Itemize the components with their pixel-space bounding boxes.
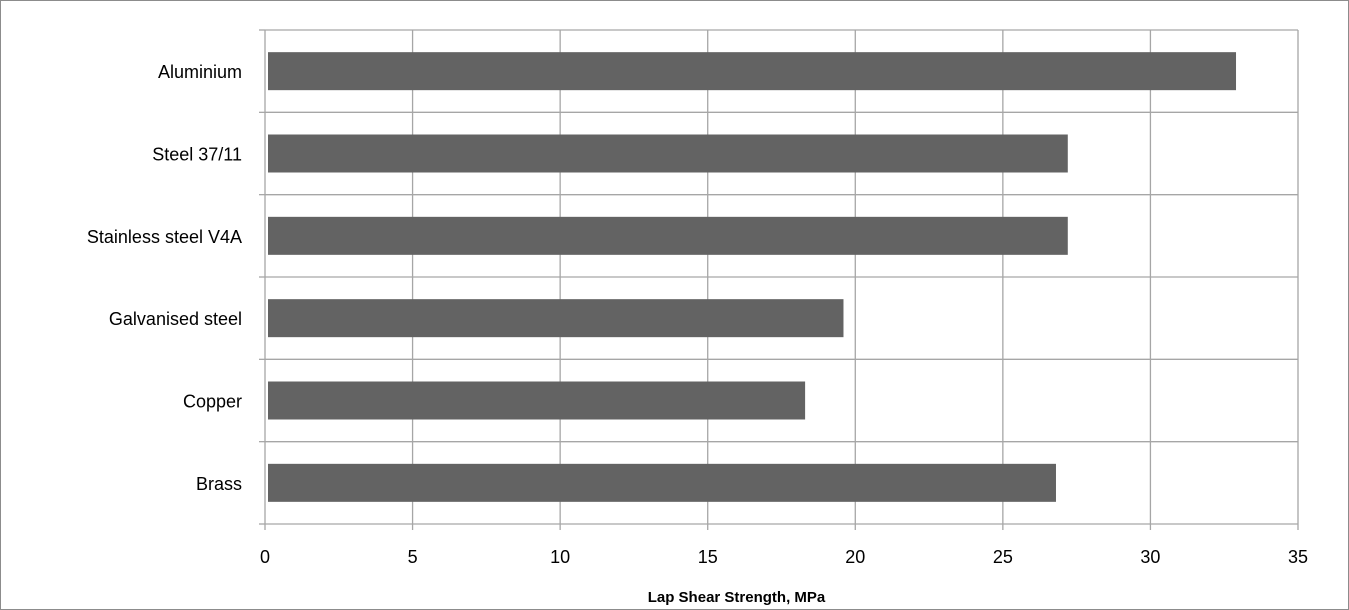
bar-galvanised-steel <box>268 299 844 338</box>
x-tick-label: 15 <box>698 547 718 567</box>
x-tick-label: 25 <box>993 547 1013 567</box>
x-axis-title: Lap Shear Strength, MPa <box>648 589 826 606</box>
category-labels: Aluminium Steel 37/11 Stainless steel V4A G… <box>87 62 242 494</box>
x-tick-label: 35 <box>1288 547 1308 567</box>
category-label: Steel 37/11 <box>152 145 242 165</box>
bar-steel-37-11 <box>268 134 1068 173</box>
bar-brass <box>268 463 1056 502</box>
category-label: Stainless steel V4A <box>87 227 242 247</box>
x-tick-label: 20 <box>845 547 865 567</box>
bar-stainless-steel-v4a <box>268 216 1068 255</box>
x-tick-label: 10 <box>550 547 570 567</box>
category-label: Brass <box>196 474 242 494</box>
category-label: Copper <box>183 392 242 412</box>
axes <box>259 29 1299 530</box>
x-tick-label: 0 <box>260 547 270 567</box>
bar-copper <box>268 381 806 420</box>
bars <box>268 52 1237 502</box>
category-label: Aluminium <box>158 62 242 82</box>
bar-aluminium <box>268 52 1237 91</box>
x-tick-label: 30 <box>1140 547 1160 567</box>
tick-labels: 0 5 10 15 20 25 30 35 <box>260 547 1308 567</box>
category-label: Galvanised steel <box>109 309 242 329</box>
gridlines <box>265 29 1299 524</box>
x-tick-label: 5 <box>408 547 418 567</box>
